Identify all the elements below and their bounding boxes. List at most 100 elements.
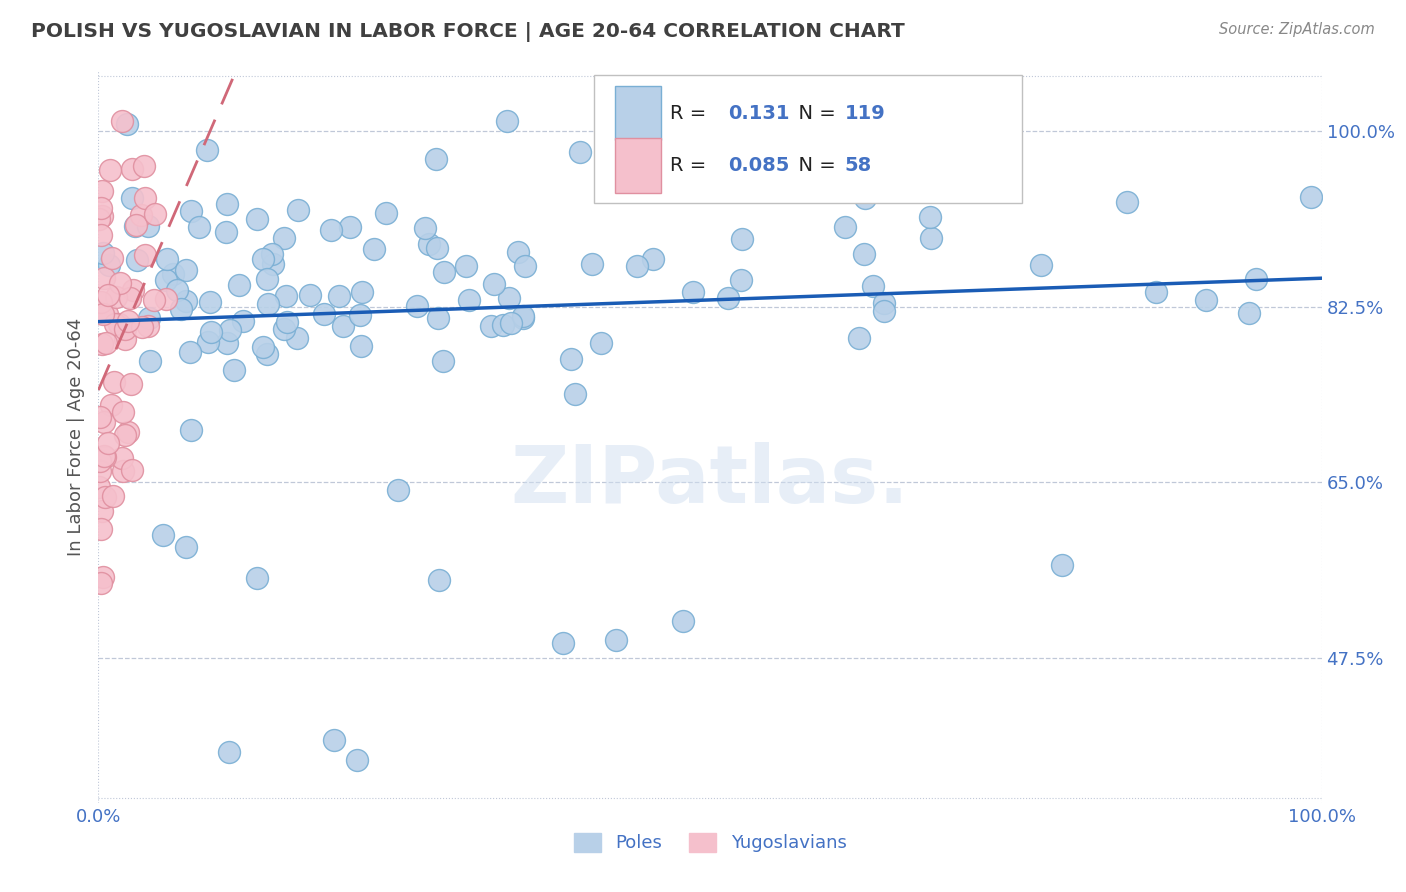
Point [1029,259,1052,273]
Point [91,246,114,260]
Point [131,319,153,334]
Point [219,323,242,337]
Point [129,208,152,222]
Point [101,489,124,503]
Point [873,296,896,310]
Point [93,270,115,285]
Point [124,219,146,233]
Text: 0.131: 0.131 [728,103,790,122]
Point [731,232,754,246]
Point [1301,190,1323,204]
Point [91,307,114,321]
Point [121,463,143,477]
Point [273,322,295,336]
Point [89,464,111,478]
Point [111,114,134,128]
Point [285,331,308,345]
Point [425,152,447,166]
Point [91,209,114,223]
Text: 0.085: 0.085 [728,156,790,175]
Point [94,491,117,505]
Point [170,302,193,317]
Point [643,252,665,267]
Point [103,376,125,390]
Point [256,346,278,360]
Point [262,257,284,271]
Point [433,265,456,279]
Point [352,285,374,299]
Point [91,570,114,584]
Point [256,297,278,311]
Point [1239,306,1261,320]
Point [862,279,884,293]
Point [118,291,141,305]
Point [134,191,156,205]
Point [108,277,131,291]
Point [581,257,603,271]
Point [125,252,148,267]
Point [139,354,162,368]
Point [873,304,896,318]
Point [458,293,481,308]
Point [195,143,218,157]
Point [122,283,145,297]
Point [287,202,309,217]
Point [89,410,111,425]
Point [222,362,245,376]
Point [114,333,136,347]
Point [1144,285,1167,300]
Point [332,319,354,334]
Point [228,278,250,293]
Point [246,571,269,585]
Point [920,231,942,245]
Point [322,733,344,747]
Point [143,207,166,221]
Text: N =: N = [786,103,842,122]
Point [260,247,283,261]
Point [162,267,184,281]
Point [108,317,131,331]
Point [134,159,156,173]
Point [298,287,321,301]
Point [1050,558,1073,572]
Y-axis label: In Labor Force | Age 20-64: In Labor Force | Age 20-64 [66,318,84,557]
Point [111,464,134,478]
Point [506,245,529,260]
Point [232,314,254,328]
Point [551,636,574,650]
Point [90,201,112,215]
Point [706,131,728,145]
Point [418,237,440,252]
Point [256,272,278,286]
Point [90,227,112,242]
Point [406,299,429,313]
Point [96,308,118,322]
Point [413,220,436,235]
Point [426,241,449,255]
Point [252,252,274,266]
Point [98,162,121,177]
Point [499,316,522,330]
Point [897,162,920,177]
Point [94,450,117,465]
Point [426,311,449,326]
Point [273,231,295,245]
Point [339,219,361,234]
Point [456,260,478,274]
Point [218,745,240,759]
Point [121,191,143,205]
Point [363,242,385,256]
Point [564,387,586,401]
Point [479,319,502,334]
Text: N =: N = [786,156,842,175]
Point [98,258,121,272]
Point [104,317,127,331]
Point [89,212,111,227]
Point [200,295,222,310]
Point [197,335,219,350]
Text: 58: 58 [845,156,872,175]
FancyBboxPatch shape [614,86,661,140]
Point [496,114,519,128]
Point [276,315,298,329]
Point [114,322,136,336]
